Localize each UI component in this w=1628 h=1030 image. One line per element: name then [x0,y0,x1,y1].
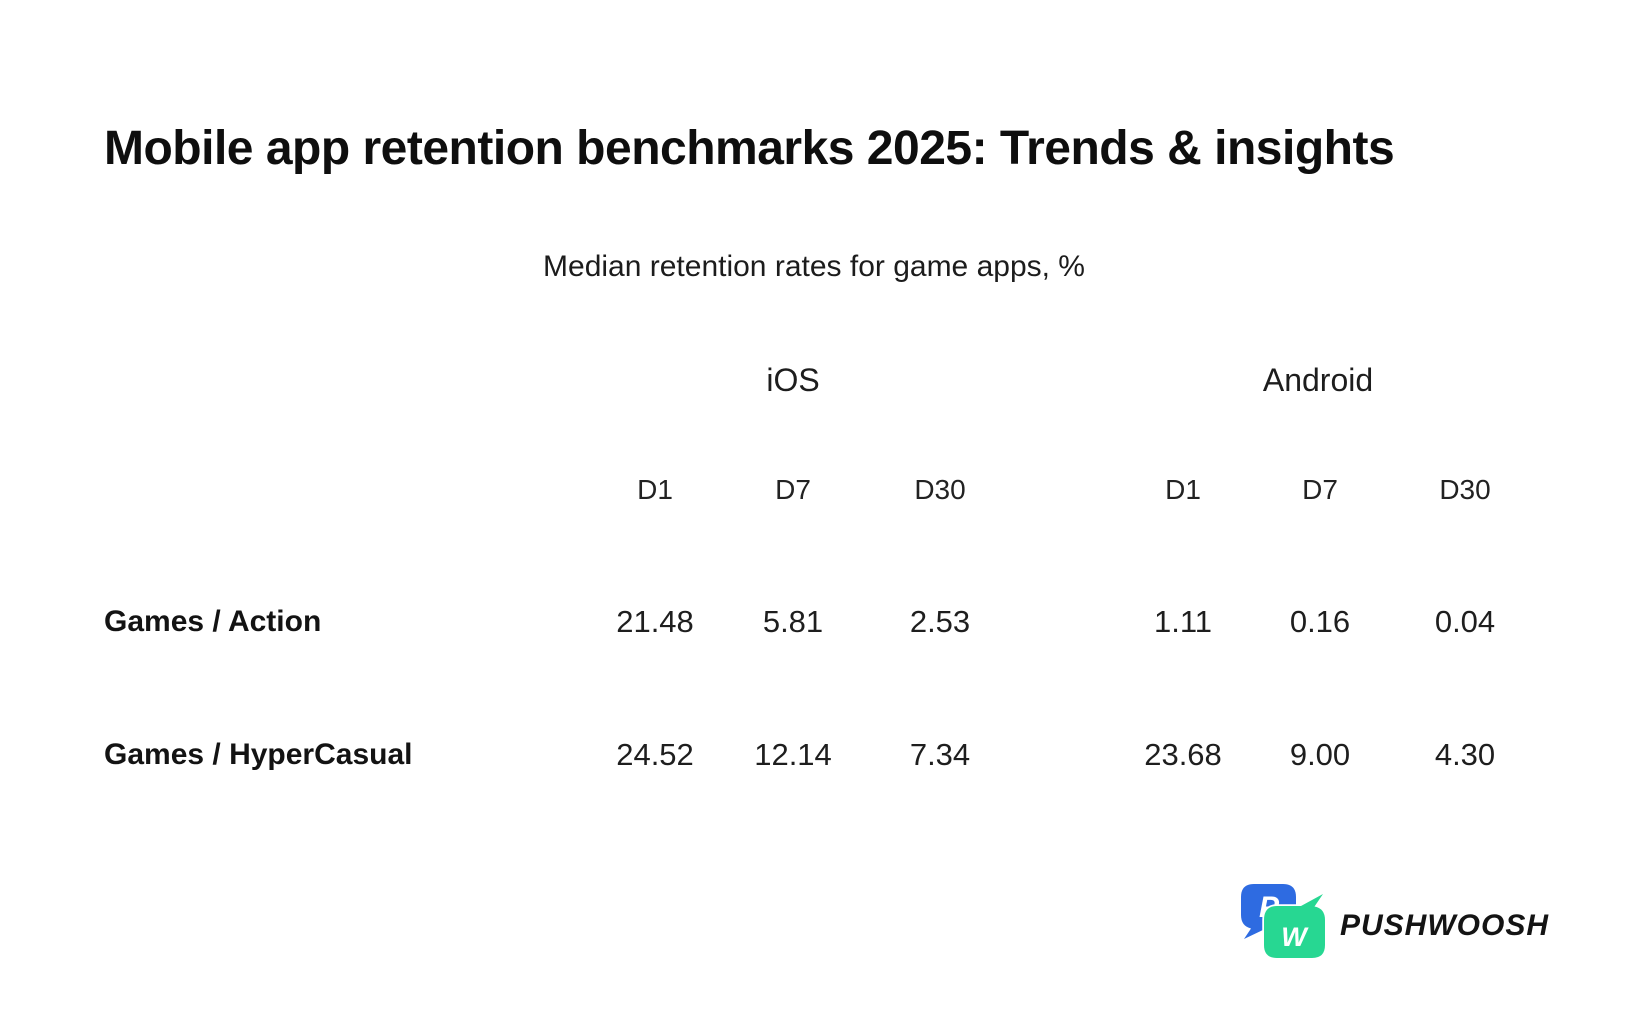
value-action-android-d30: 0.04 [1434,604,1496,639]
value-hypercasual-android-d7: 9.00 [1289,737,1351,772]
column-group-ios: iOS [766,362,820,398]
value-action-ios-d30: 2.53 [909,604,971,639]
pushwoosh-speech-bubbles-icon: P W [1241,884,1327,960]
value-action-ios-d7: 5.81 [762,604,824,639]
pushwoosh-logo: P W PUSHWOOSH [1238,878,1548,968]
column-group-android: Android [1262,362,1374,398]
pushwoosh-wordmark: PUSHWOOSH [1340,909,1550,942]
value-hypercasual-android-d1: 23.68 [1144,737,1222,772]
column-header-android-d30: D30 [1439,474,1491,505]
value-hypercasual-ios-d1: 24.52 [616,737,694,772]
value-hypercasual-ios-d30: 7.34 [909,737,971,772]
row-label-games-hypercasual: Games / HyperCasual [104,738,413,771]
row-label-games-action: Games / Action [104,605,322,638]
value-hypercasual-android-d30: 4.30 [1434,737,1496,772]
value-action-android-d1: 1.11 [1153,604,1213,639]
column-header-ios-d30: D30 [914,474,966,505]
column-header-android-d1: D1 [1165,474,1201,505]
column-header-ios-d1: D1 [637,474,673,505]
value-action-android-d7: 0.16 [1289,604,1351,639]
page-title: Mobile app retention benchmarks 2025: Tr… [104,122,1395,175]
value-hypercasual-ios-d7: 12.14 [754,737,832,772]
value-action-ios-d1: 21.48 [616,604,694,639]
svg-text:W: W [1281,922,1309,952]
column-header-ios-d7: D7 [775,474,811,505]
page-subtitle: Median retention rates for game apps, % [543,250,1085,283]
column-header-android-d7: D7 [1302,474,1338,505]
